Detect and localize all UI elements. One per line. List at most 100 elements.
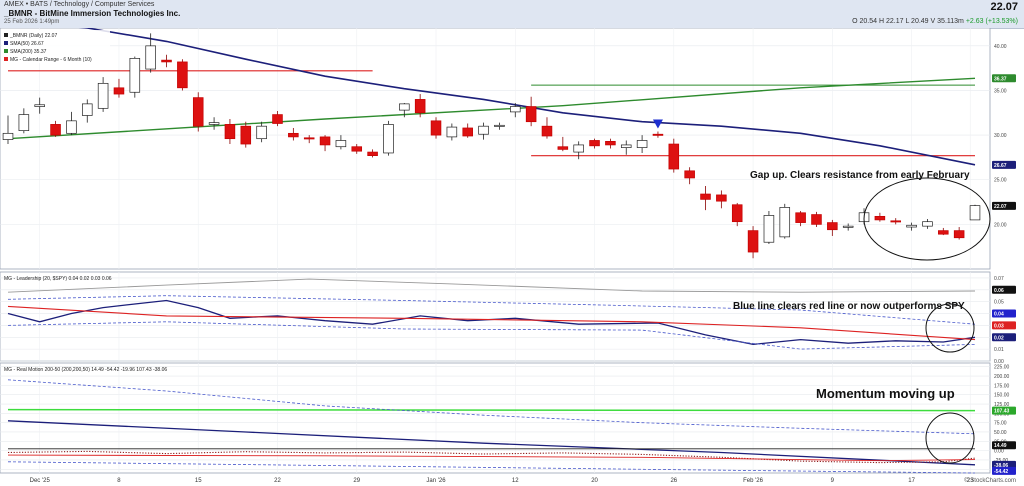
y-tick-label: 50.00 (994, 430, 1007, 436)
candle (510, 102, 521, 118)
indicator-line (7, 420, 976, 466)
y-tick-label: 0.05 (994, 300, 1004, 306)
candle (208, 117, 220, 130)
chart-canvas[interactable]: 40.00 35.00 30.00 25.00 20.00 0.07 0.06 0.05 0.0… (0, 28, 1024, 486)
candle (605, 138, 616, 149)
x-tick-label: Dec '25 (30, 478, 51, 484)
candle (525, 96, 537, 127)
legend-entry: SMA(200) 35.37 (10, 49, 47, 55)
candle (240, 121, 252, 148)
candle (66, 111, 77, 136)
candle (50, 120, 61, 137)
candle-body (716, 194, 727, 202)
signal-arrow-icon (652, 119, 663, 129)
y-tick-label: 175.00 (994, 383, 1010, 389)
candle-body (18, 114, 30, 131)
candle-body (129, 57, 141, 93)
candle (478, 122, 489, 140)
candle-body (208, 122, 220, 125)
candle (129, 56, 141, 98)
value-tag-label: 0.03 (994, 323, 1004, 329)
candle (430, 117, 442, 139)
candle (589, 138, 600, 149)
timestamp: 25 Feb 2026 1:49pm (4, 19, 60, 25)
value-tag-label: -38.06 (994, 463, 1008, 469)
candle-body (240, 125, 252, 145)
indicator-legend: MG - Real Motion 200-50 (200,200,50) 14.… (4, 367, 167, 373)
value-tag (992, 160, 1016, 169)
x-tick-label: 29 (353, 478, 360, 484)
candle (906, 222, 917, 231)
value-tag-label: 26.67 (994, 163, 1007, 169)
candle-body (811, 214, 822, 225)
indicator-line (7, 454, 976, 462)
candle (399, 102, 410, 118)
y-tick-label: 35.00 (994, 88, 1007, 94)
candle-body (81, 103, 93, 116)
candle-body (50, 124, 61, 136)
value-tag-label: 36.37 (994, 76, 1007, 82)
candle (716, 190, 727, 209)
candle (731, 202, 743, 227)
ohlc-low-label: L (905, 18, 910, 25)
candle-body (906, 224, 917, 228)
candle (351, 144, 363, 154)
candle (700, 185, 711, 211)
candle-body (494, 124, 505, 127)
candle (541, 117, 553, 139)
annotation-circle (925, 412, 975, 464)
candle-body (66, 120, 77, 134)
candle-body (446, 126, 458, 138)
ohlc-readout: O 20.54 H 22.17 L 20.49 V 35.113m +2.63 … (852, 18, 1018, 25)
price-change: +2.63 (+13.53%) (965, 18, 1018, 25)
candle (842, 223, 854, 231)
candle-body (573, 144, 584, 153)
x-tick-label: 12 (512, 478, 519, 484)
candle (684, 167, 695, 185)
value-tag-label: 0.06 (994, 288, 1004, 294)
ohlc-open: 20.54 (859, 18, 877, 25)
candle (827, 219, 838, 236)
candle-body (478, 125, 489, 135)
candle-body (969, 205, 981, 221)
candle-body (938, 230, 949, 235)
value-tag (992, 321, 1016, 330)
candle (288, 127, 299, 141)
x-tick-label: 8 (117, 478, 121, 484)
candle-body (303, 137, 315, 140)
value-tag-label: 0.04 (994, 312, 1004, 318)
candle-body (557, 146, 569, 150)
breadcrumb: AMEX • BATS / Technology / Computer Serv… (4, 1, 155, 8)
candle-body (351, 146, 363, 152)
candle-body (668, 143, 680, 170)
candle (161, 54, 172, 68)
panel-frame (0, 362, 991, 474)
candle-body (161, 59, 172, 63)
annotation-circle (863, 177, 991, 261)
candle-body (414, 99, 426, 114)
candle (18, 108, 30, 134)
y-tick-label: 150.00 (994, 393, 1010, 399)
candle-body (145, 45, 156, 70)
y-tick-label: 0.00 (994, 449, 1004, 455)
y-tick-label: 225.00 (994, 365, 1010, 371)
candle-body (747, 230, 759, 253)
candle (763, 210, 775, 245)
candle (192, 92, 204, 132)
legend-swatch (4, 57, 8, 61)
candle (97, 77, 109, 112)
candle (779, 203, 791, 239)
indicator-line (7, 305, 976, 341)
x-tick-label: 17 (908, 478, 915, 484)
candle-body (335, 140, 347, 148)
value-tag-label: -54.42 (994, 469, 1008, 475)
candle-body (890, 220, 902, 223)
ohlc-open-label: O (852, 18, 858, 25)
legend-entry: SMA(50) 26.67 (10, 41, 44, 47)
candle (953, 227, 965, 240)
sma50-line (78, 28, 976, 166)
candle-body (430, 120, 442, 136)
indicator-line (7, 321, 976, 350)
candle (256, 121, 267, 143)
candle-body (399, 103, 410, 111)
